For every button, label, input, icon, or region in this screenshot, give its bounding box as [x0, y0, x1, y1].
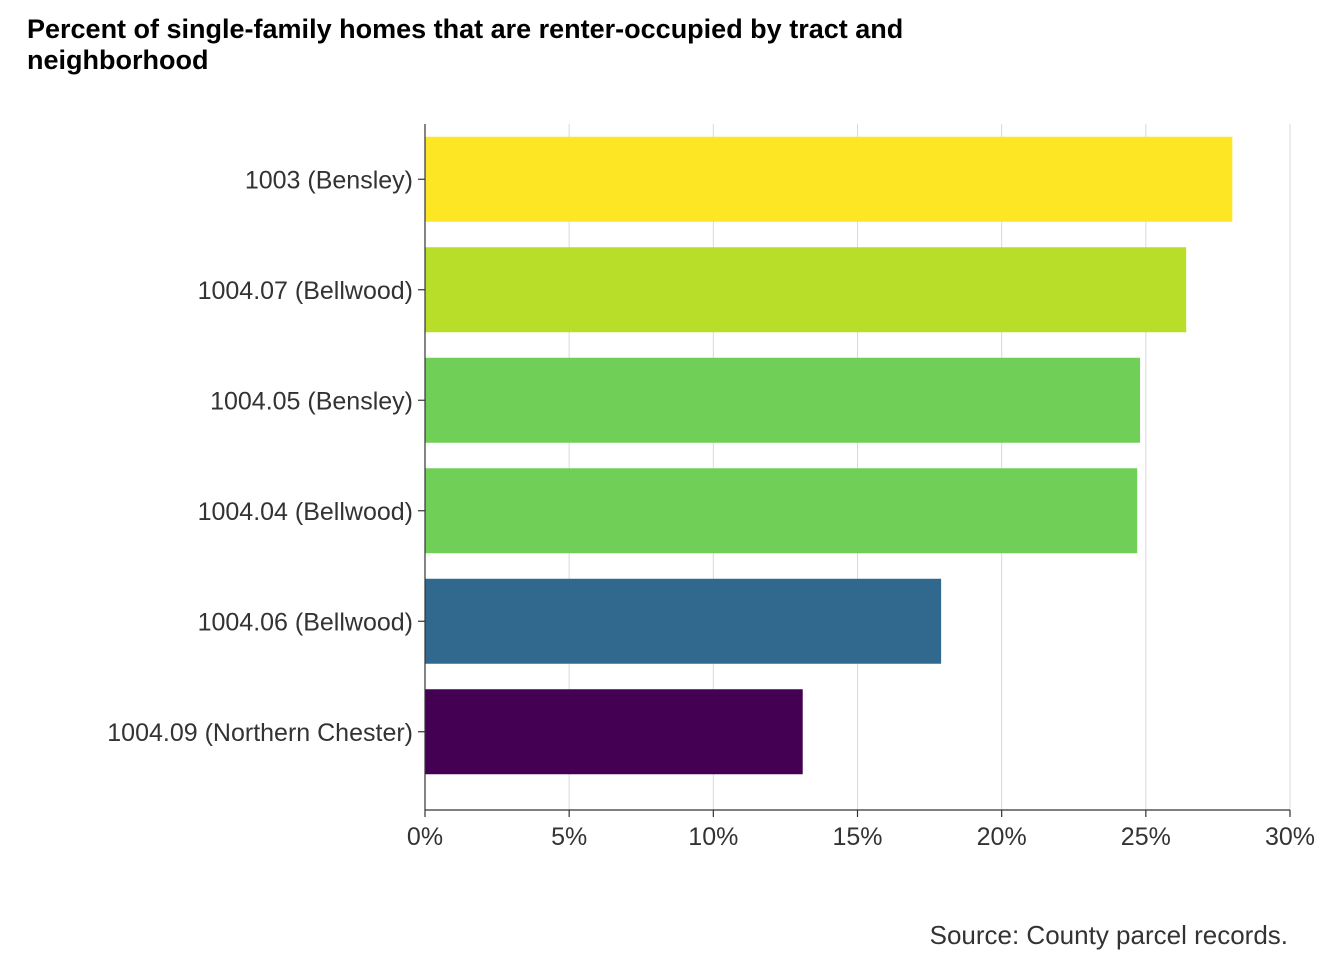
x-tick-label: 0%	[407, 823, 443, 851]
x-tick-label: 15%	[832, 823, 882, 851]
y-category-label: 1004.04 (Bellwood)	[198, 498, 413, 526]
source-caption: Source: County parcel records.	[929, 920, 1288, 950]
y-category-label: 1004.09 (Northern Chester)	[107, 719, 413, 747]
chart-title: Percent of single-family homes that are …	[27, 14, 904, 75]
axis-labels: 0% 5% 10% 15% 20% 25% 30% 1003 (Bensley) 1004.07…	[107, 166, 1315, 851]
axes	[418, 124, 1291, 817]
bar	[425, 357, 1141, 443]
y-category-label: 1004.06 (Bellwood)	[198, 608, 413, 636]
x-tick-label: 20%	[977, 823, 1027, 851]
bars	[425, 136, 1233, 775]
x-tick-label: 10%	[688, 823, 738, 851]
bar	[425, 689, 803, 775]
x-tick-label: 30%	[1265, 823, 1315, 851]
x-tick-label: 25%	[1121, 823, 1171, 851]
y-category-label: 1003 (Bensley)	[245, 166, 413, 194]
y-category-label: 1004.07 (Bellwood)	[198, 277, 413, 305]
bar	[425, 247, 1187, 333]
x-tick-label: 5%	[551, 823, 587, 851]
y-category-label: 1004.05 (Bensley)	[210, 387, 413, 415]
bar	[425, 468, 1138, 554]
bar	[425, 578, 942, 664]
bar	[425, 136, 1233, 222]
